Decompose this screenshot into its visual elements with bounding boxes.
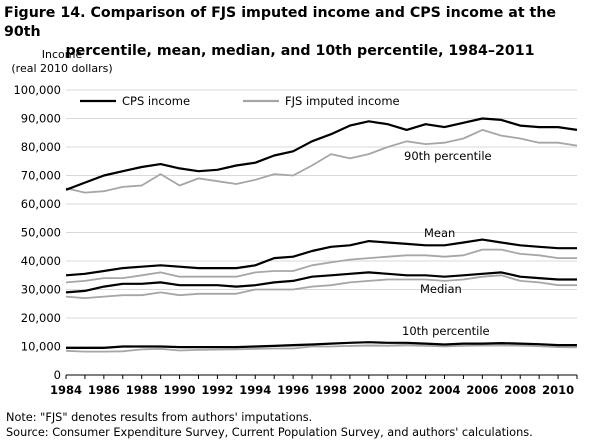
- y-tick-label: 40,000: [21, 254, 61, 268]
- y-tick-label: 30,000: [21, 283, 61, 297]
- chart-title: Figure 14. Comparison of FJS imputed inc…: [4, 4, 596, 61]
- fjs-mean-line: [65, 248, 577, 284]
- y-tick-label: 0: [54, 368, 61, 382]
- x-tick-label: 1986: [88, 383, 120, 397]
- source-text: Source: Consumer Expenditure Survey, Cur…: [6, 426, 533, 439]
- annotation-mean: Mean: [424, 226, 455, 240]
- fjs-10th-percentile-line: [65, 343, 578, 353]
- title-line-1: Figure 14. Comparison of FJS imputed inc…: [4, 5, 557, 40]
- legend-label-cps: CPS income: [122, 94, 190, 108]
- annotation-90th-percentile: 90th percentile: [404, 149, 492, 163]
- cps-median-line: [65, 271, 577, 294]
- note-text: Note: "FJS" denotes results from authors…: [6, 411, 313, 424]
- annotation-10th-percentile: 10th percentile: [402, 324, 490, 338]
- x-tick-label: 1984: [50, 383, 82, 397]
- x-tick-label: 2000: [353, 383, 385, 397]
- y-tick-label: 100,000: [13, 83, 61, 97]
- x-tick-label: 1988: [126, 383, 158, 397]
- y-axis-label: Income (real 2010 dollars): [6, 48, 118, 76]
- x-tick-label: 2004: [429, 383, 461, 397]
- y-tick-label: 50,000: [21, 226, 61, 240]
- title-line-2: percentile, mean, median, and 10th perce…: [65, 43, 535, 59]
- x-tick-label: 1996: [277, 383, 309, 397]
- legend-label-fjs: FJS imputed income: [285, 94, 400, 108]
- y-axis-label-line-1: Income: [41, 48, 83, 61]
- fjs-median-line: [65, 274, 577, 300]
- y-tick-label: 90,000: [21, 112, 61, 126]
- x-tick-label: 1992: [201, 383, 233, 397]
- annotation-median: Median: [420, 282, 462, 296]
- cps-mean-line: [65, 238, 577, 277]
- x-tick-label: 1998: [315, 383, 347, 397]
- y-tick-label: 20,000: [21, 311, 61, 325]
- y-tick-label: 10,000: [21, 340, 61, 354]
- y-tick-label: 70,000: [21, 169, 61, 183]
- x-tick-label: 1990: [164, 383, 196, 397]
- x-tick-label: 2002: [391, 383, 423, 397]
- x-tick-label: 2010: [542, 383, 574, 397]
- y-axis-label-line-2: (real 2010 dollars): [11, 62, 113, 75]
- x-tick-label: 2006: [466, 383, 498, 397]
- x-tick-label: 1994: [239, 383, 271, 397]
- fjs-90th-percentile-line: [65, 128, 578, 194]
- y-tick-label: 60,000: [21, 197, 61, 211]
- cps-90th-percentile-line: [65, 117, 578, 191]
- x-tick-label: 2008: [504, 383, 536, 397]
- y-tick-label: 80,000: [21, 140, 61, 154]
- chart-notes: Note: "FJS" denotes results from authors…: [6, 410, 533, 440]
- cps-10th-percentile-line: [66, 341, 577, 349]
